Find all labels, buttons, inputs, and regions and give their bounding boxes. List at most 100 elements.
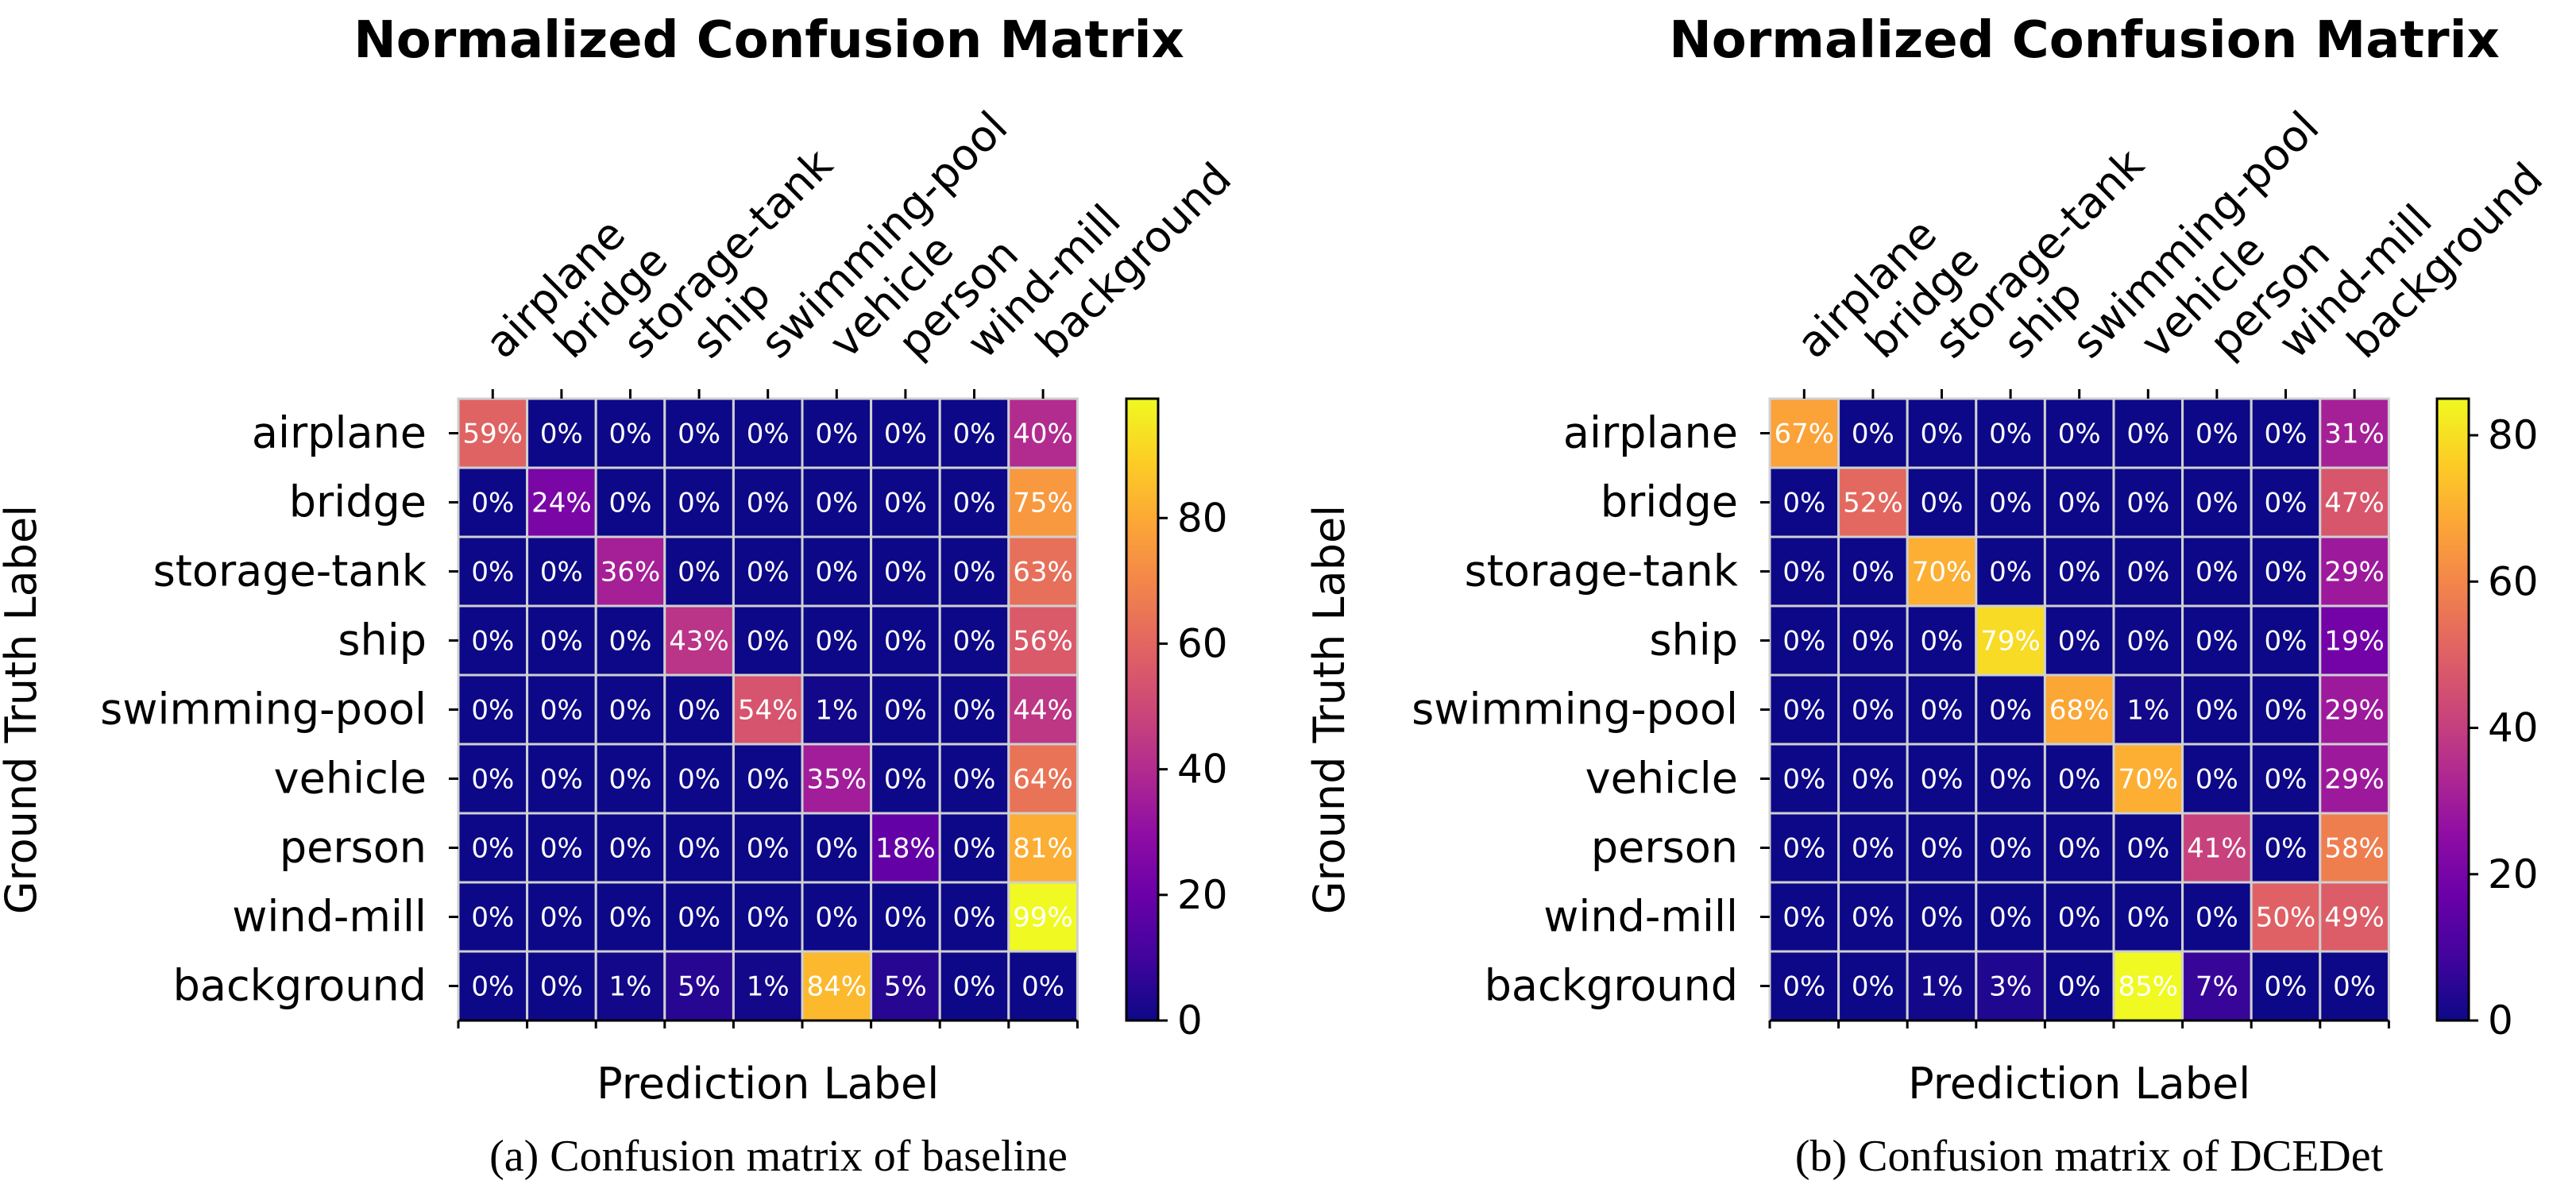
cell-value-label: 0% — [1782, 557, 1825, 588]
cell-value-label: 40% — [1013, 419, 1073, 450]
cell-value-label: 0% — [471, 488, 514, 519]
cell-value-label: 0% — [953, 902, 996, 934]
cell-value-label: 0% — [609, 695, 652, 727]
heatmap-cell — [457, 535, 529, 608]
cell-value-label: 0% — [2265, 695, 2308, 727]
heatmap-cell — [801, 881, 873, 953]
cell-value-label: 0% — [815, 419, 858, 450]
heatmap-cell — [2043, 743, 2115, 815]
cell-value-label: 52% — [1843, 488, 1903, 519]
cell-value-label: 0% — [609, 626, 652, 658]
cell-value-label: 0% — [540, 695, 583, 727]
cell-value-label: 0% — [884, 626, 927, 658]
colorbar — [1125, 397, 1160, 1022]
cell-value-label: 5% — [678, 971, 720, 1003]
cell-value-label: 0% — [540, 971, 583, 1003]
heatmap-cell — [1975, 397, 2046, 469]
heatmap-cell — [938, 743, 1010, 815]
y-tick-label: background — [1485, 961, 1738, 1011]
cell-value-label: 0% — [1921, 902, 1964, 934]
heatmap-cell — [663, 881, 735, 953]
cell-value-label: 0% — [678, 902, 720, 934]
cell-value-label: 0% — [2196, 764, 2238, 796]
cell-value-label: 0% — [747, 557, 790, 588]
cell-value-label: 0% — [747, 902, 790, 934]
cell-value-label: 0% — [609, 833, 652, 865]
heatmap-cell — [870, 812, 941, 884]
cell-value-label: 0% — [471, 764, 514, 796]
figure-caption: (b) Confusion matrix of DCEDet — [1795, 1132, 2384, 1181]
heatmap-cell — [457, 743, 529, 815]
cell-value-label: 0% — [747, 488, 790, 519]
cell-value-label: 0% — [1852, 626, 1894, 658]
heatmap-cell — [2112, 466, 2184, 538]
heatmap-cell — [1906, 604, 1978, 677]
heatmap-cell — [2181, 397, 2253, 469]
heatmap-cell — [732, 950, 804, 1022]
y-tick-label: bridge — [289, 477, 427, 527]
cell-value-label: 0% — [1921, 419, 1964, 450]
heatmap-cell — [2319, 673, 2390, 746]
colorbar-tick-label: 40 — [1177, 747, 1228, 793]
cell-value-label: 0% — [2265, 626, 2308, 658]
y-tick-label: person — [280, 823, 427, 873]
heatmap-cell — [1007, 673, 1079, 746]
heatmap-cell — [2112, 397, 2184, 469]
cell-value-label: 79% — [1980, 626, 2041, 658]
heatmap-cell — [1768, 812, 1840, 884]
cell-value-label: 1% — [609, 971, 652, 1003]
cell-value-label: 0% — [2058, 557, 2101, 588]
cell-value-label: 0% — [747, 626, 790, 658]
heatmap-cell — [1906, 535, 1978, 608]
heatmap-cell — [2250, 743, 2322, 815]
cell-value-label: 0% — [1989, 557, 2032, 588]
cell-value-label: 0% — [747, 419, 790, 450]
heatmap-cell — [2043, 950, 2115, 1022]
cell-value-label: 0% — [471, 695, 514, 727]
cell-value-label: 0% — [884, 764, 927, 796]
heatmap-cell — [801, 397, 873, 469]
cell-value-label: 0% — [2196, 557, 2238, 588]
heatmap-cell — [594, 881, 666, 953]
cell-value-label: 0% — [1852, 971, 1894, 1003]
cell-value-label: 0% — [609, 419, 652, 450]
colorbar — [2435, 397, 2470, 1022]
cell-value-label: 0% — [2196, 695, 2238, 727]
y-tick-label: storage-tank — [153, 546, 427, 596]
heatmap-cell — [2181, 950, 2253, 1022]
cell-value-label: 0% — [1852, 764, 1894, 796]
cell-value-label: 0% — [540, 764, 583, 796]
cell-value-label: 67% — [1775, 419, 1835, 450]
heatmap-cell — [1007, 535, 1079, 608]
heatmap-cell — [1837, 881, 1909, 953]
heatmap-cell — [2181, 743, 2253, 815]
y-tick-label: airplane — [1563, 408, 1738, 458]
cell-value-label: 18% — [875, 833, 936, 865]
heatmap-cell — [1906, 466, 1978, 538]
heatmap-cell — [938, 466, 1010, 538]
heatmap-cell — [1975, 812, 2046, 884]
cell-value-label: 29% — [2324, 557, 2385, 588]
cell-value-label: 56% — [1013, 626, 1073, 658]
heatmap-cell — [2043, 397, 2115, 469]
cell-value-label: 0% — [609, 764, 652, 796]
heatmap-cell — [457, 673, 529, 746]
heatmap-cell — [732, 743, 804, 815]
cell-value-label: 0% — [2058, 419, 2101, 450]
cell-value-label: 0% — [747, 833, 790, 865]
figure-caption: (a) Confusion matrix of baseline — [489, 1132, 1068, 1181]
y-tick-label: bridge — [1601, 477, 1738, 527]
colorbar-tick-label: 20 — [1177, 872, 1228, 918]
cell-value-label: 58% — [2324, 833, 2385, 865]
cell-value-label: 0% — [1852, 902, 1894, 934]
heatmap-cell — [1007, 881, 1079, 953]
heatmap-cell — [1975, 535, 2046, 608]
heatmap-cell — [801, 673, 873, 746]
cell-value-label: 0% — [953, 833, 996, 865]
cell-value-label: 0% — [540, 833, 583, 865]
heatmap-cell — [732, 466, 804, 538]
cell-value-label: 0% — [815, 626, 858, 658]
cell-value-label: 0% — [2058, 971, 2101, 1003]
heatmap-cell — [457, 881, 529, 953]
cell-value-label: 29% — [2324, 695, 2385, 727]
